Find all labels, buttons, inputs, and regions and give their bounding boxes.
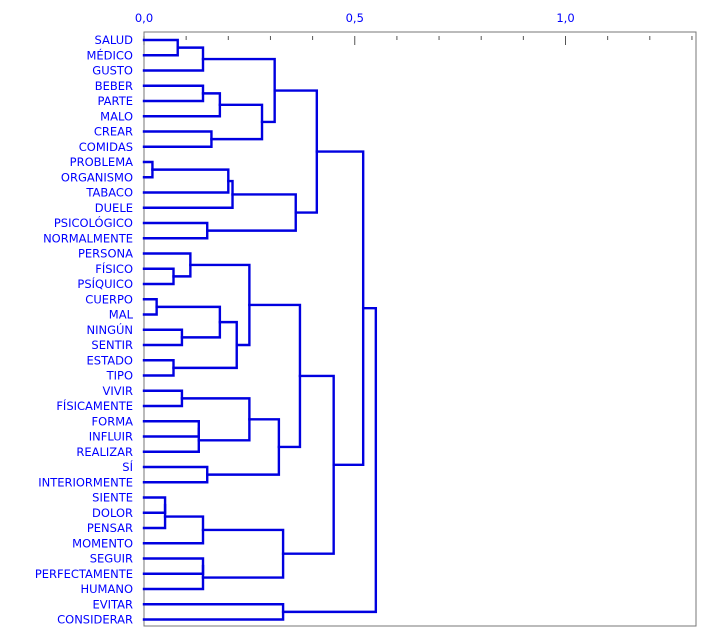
leaf-label: TIPO — [106, 369, 133, 383]
leaf-label: PARTE — [97, 94, 133, 108]
plot-frame — [143, 31, 697, 627]
leaf-label: SIENTE — [92, 491, 133, 505]
x-tick-label: 1,0 — [556, 11, 574, 25]
leaf-label: NORMALMENTE — [43, 231, 133, 245]
leaf-label: DOLOR — [92, 506, 133, 520]
leaf-label: FÍSICAMENTE — [56, 398, 133, 413]
leaf-label: CREAR — [94, 125, 133, 139]
leaf-label: DUELE — [95, 201, 133, 215]
dendrogram-link — [142, 564, 205, 591]
leaf-label: PSÍQUICO — [77, 276, 133, 291]
leaf-label: SENTIR — [91, 338, 133, 352]
leaf-label: VIVIR — [102, 384, 133, 398]
leaf-label: TABACO — [85, 186, 133, 200]
leaf-label: EVITAR — [92, 597, 133, 611]
leaf-label: HUMANO — [80, 582, 133, 596]
leaf-label: PENSAR — [87, 521, 133, 535]
x-tick-label: 0,5 — [346, 11, 364, 25]
leaf-label: FÍSICO — [95, 261, 133, 276]
leaf-label: CONSIDERAR — [57, 613, 133, 627]
dendrogram-link — [142, 503, 167, 530]
leaf-label: ORGANISMO — [61, 170, 133, 184]
leaf-label: COMIDAS — [79, 140, 133, 154]
leaf-label: MALO — [100, 109, 133, 123]
leaf-label: REALIZAR — [76, 445, 133, 459]
leaf-label: BEBER — [95, 79, 133, 93]
leaf-label: FORMA — [92, 414, 134, 428]
leaf-label: MOMENTO — [72, 536, 133, 550]
leaf-label: SÍ — [122, 459, 133, 474]
leaf-label: MÉDICO — [86, 47, 133, 62]
leaf-label: NINGÚN — [86, 322, 133, 337]
leaf-label: PERFECTAMENTE — [35, 567, 133, 581]
leaf-label: CUERPO — [85, 292, 133, 306]
leaf-label: INTERIORMENTE — [38, 475, 133, 489]
x-axis-ticks — [143, 36, 693, 45]
leaf-label: SALUD — [95, 33, 134, 47]
dendrogram-links — [142, 38, 378, 621]
leaf-label: GUSTO — [92, 64, 133, 78]
leaf-label: ESTADO — [87, 353, 133, 367]
dendrogram-link — [281, 306, 378, 614]
leaf-label: PERSONA — [78, 247, 133, 261]
x-axis-tick-labels: 0,00,51,01,52,02,5 — [135, 11, 575, 25]
leaf-label: PROBLEMA — [70, 155, 133, 169]
leaf-label: MAL — [109, 308, 134, 322]
leaf-label: PSICOLÓGICO — [54, 215, 133, 230]
dendrogram-link — [142, 427, 200, 453]
x-tick-label: 0,0 — [135, 11, 153, 25]
leaf-label: SEGUIR — [90, 552, 133, 566]
leaf-label: INFLUIR — [89, 430, 133, 444]
